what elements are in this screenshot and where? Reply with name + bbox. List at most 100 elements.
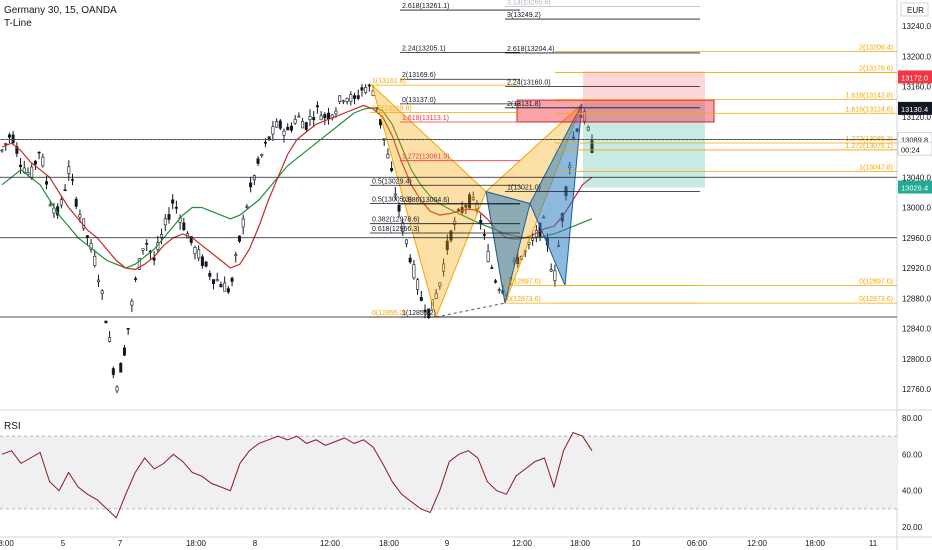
candle[interactable]	[345, 97, 349, 105]
candle[interactable]	[434, 289, 438, 300]
candle[interactable]	[241, 214, 245, 235]
candle[interactable]	[494, 279, 498, 284]
candle[interactable]	[397, 202, 401, 218]
price-badge[interactable]	[897, 141, 932, 156]
candle[interactable]	[360, 84, 364, 97]
candle[interactable]	[289, 122, 293, 133]
candle[interactable]	[256, 156, 260, 167]
candle[interactable]	[115, 385, 119, 394]
candle[interactable]	[204, 261, 208, 268]
candle[interactable]	[327, 107, 331, 125]
candle[interactable]	[71, 173, 75, 186]
candle[interactable]	[553, 264, 557, 287]
candle[interactable]	[111, 366, 115, 379]
candle[interactable]	[137, 257, 141, 270]
candle[interactable]	[130, 298, 134, 313]
candle[interactable]	[293, 115, 297, 125]
candle[interactable]	[223, 276, 227, 292]
candle[interactable]	[67, 160, 71, 181]
candle[interactable]	[234, 251, 238, 263]
candle[interactable]	[315, 101, 319, 114]
candle[interactable]	[267, 136, 271, 141]
candle[interactable]	[286, 123, 290, 131]
candle[interactable]	[215, 272, 219, 282]
candle[interactable]	[96, 274, 100, 288]
candle[interactable]	[182, 217, 186, 232]
candle[interactable]	[282, 128, 286, 143]
position-stop-zone[interactable]	[583, 71, 705, 104]
candle[interactable]	[171, 194, 175, 210]
candle[interactable]	[482, 229, 486, 241]
candle[interactable]	[297, 112, 301, 118]
position-target-zone[interactable]	[583, 103, 705, 188]
candle[interactable]	[41, 153, 45, 168]
candle[interactable]	[93, 249, 97, 268]
candle[interactable]	[260, 153, 264, 158]
candle[interactable]	[37, 151, 41, 160]
candle[interactable]	[419, 291, 423, 302]
candle[interactable]	[312, 111, 316, 128]
candle[interactable]	[367, 83, 371, 92]
candle[interactable]	[11, 131, 15, 145]
candle[interactable]	[208, 270, 212, 281]
pattern-orange-xab[interactable]	[371, 83, 487, 319]
candle[interactable]	[479, 214, 483, 230]
candle[interactable]	[4, 142, 8, 151]
rsi-label[interactable]: RSI	[4, 421, 21, 432]
candle[interactable]	[200, 254, 204, 269]
candle[interactable]	[85, 234, 89, 246]
candle[interactable]	[278, 119, 282, 131]
candle[interactable]	[423, 304, 427, 319]
candle[interactable]	[442, 258, 446, 277]
price-badge[interactable]	[898, 70, 932, 84]
candle[interactable]	[412, 259, 416, 280]
candle[interactable]	[349, 91, 353, 106]
candle[interactable]	[19, 157, 23, 175]
rsi-line[interactable]	[1, 431, 593, 519]
candle[interactable]	[252, 174, 256, 186]
candle[interactable]	[122, 344, 126, 357]
candle[interactable]	[586, 125, 590, 132]
candle[interactable]	[301, 117, 305, 129]
candle[interactable]	[63, 184, 67, 192]
candle[interactable]	[390, 161, 394, 173]
candle[interactable]	[141, 248, 145, 255]
candle[interactable]	[468, 192, 472, 211]
candle[interactable]	[341, 99, 345, 105]
candle[interactable]	[393, 187, 397, 201]
candle[interactable]	[486, 243, 490, 263]
candle[interactable]	[386, 148, 390, 159]
candle[interactable]	[48, 201, 52, 207]
candle[interactable]	[438, 282, 442, 290]
candle[interactable]	[134, 276, 138, 283]
candle[interactable]	[108, 331, 112, 343]
candle[interactable]	[490, 264, 494, 270]
candle[interactable]	[186, 231, 190, 239]
candle[interactable]	[89, 239, 93, 253]
candle[interactable]	[304, 121, 308, 132]
candle[interactable]	[356, 89, 360, 101]
candle[interactable]	[275, 118, 279, 128]
candle[interactable]	[226, 285, 230, 294]
price-badge[interactable]	[898, 101, 932, 115]
candle[interactable]	[245, 203, 249, 209]
candle[interactable]	[353, 92, 357, 105]
candle[interactable]	[449, 229, 453, 243]
candle[interactable]	[230, 276, 234, 287]
candle[interactable]	[338, 95, 342, 105]
candle[interactable]	[145, 239, 149, 251]
candle[interactable]	[15, 142, 19, 158]
candle[interactable]	[59, 196, 63, 209]
candle[interactable]	[174, 200, 178, 214]
candle[interactable]	[549, 263, 553, 273]
currency-box[interactable]	[900, 2, 929, 17]
candle[interactable]	[7, 132, 11, 144]
candle[interactable]	[160, 228, 164, 245]
candle[interactable]	[323, 112, 327, 126]
candle[interactable]	[167, 207, 171, 224]
price-badge[interactable]	[898, 180, 932, 194]
candle[interactable]	[74, 196, 78, 210]
candle[interactable]	[497, 287, 501, 294]
candle[interactable]	[219, 281, 223, 288]
